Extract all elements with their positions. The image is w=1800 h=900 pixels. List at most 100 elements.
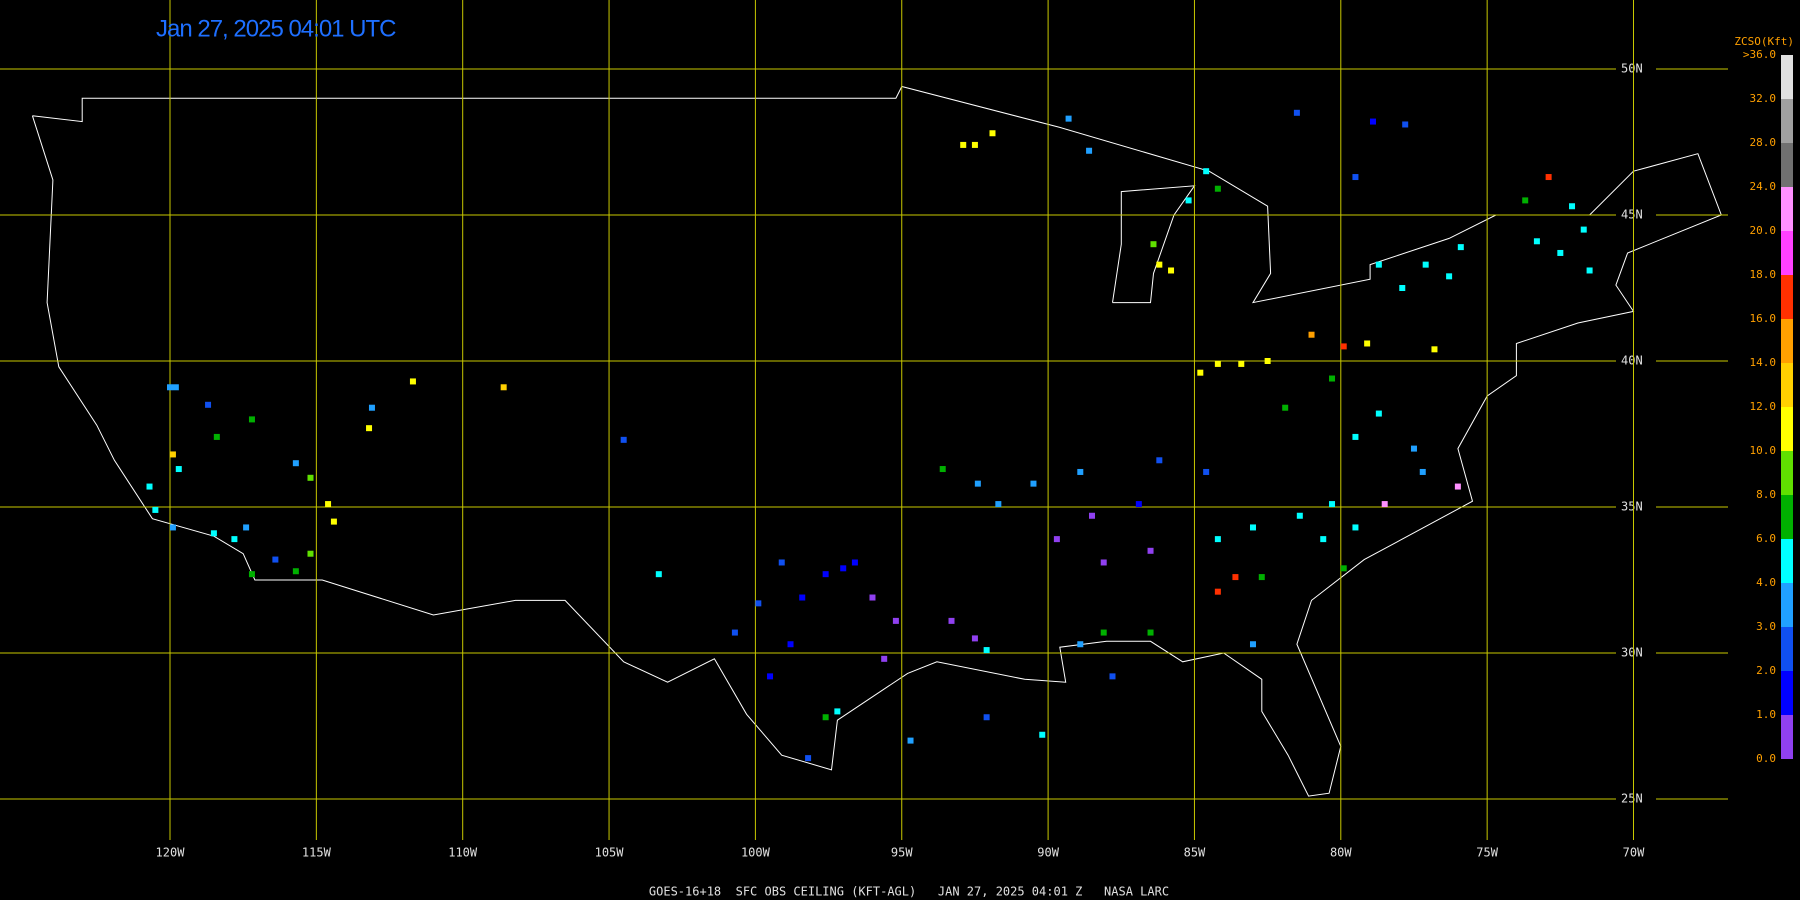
colorbar-label: 16.0	[1750, 312, 1777, 325]
colorbar-label: 14.0	[1750, 356, 1777, 369]
station	[767, 673, 774, 680]
station	[869, 594, 876, 601]
station	[1569, 203, 1576, 210]
station	[248, 571, 255, 578]
station	[1258, 574, 1265, 581]
station	[1238, 360, 1245, 367]
station	[881, 655, 888, 662]
station	[1100, 629, 1107, 636]
colorbar-segment	[1781, 715, 1793, 759]
station	[822, 571, 829, 578]
colorbar-segment	[1781, 583, 1793, 627]
station	[1586, 267, 1593, 274]
station	[1156, 261, 1163, 268]
colorbar-segment	[1781, 231, 1793, 275]
station	[983, 647, 990, 654]
colorbar-label: 24.0	[1750, 180, 1777, 193]
station	[1329, 375, 1336, 382]
station	[213, 433, 220, 440]
station	[1039, 731, 1046, 738]
station	[1147, 547, 1154, 554]
colorbar-label: 0.0	[1756, 752, 1776, 765]
graticule: 50N 45N 40N 35N 30N 25N 120W 115W 110W 105W 100W 95…	[0, 0, 1728, 860]
footer: GOES-16+18 SFC OBS CEILING (KFT-AGL) JAN…	[649, 885, 1169, 899]
station	[1457, 244, 1464, 251]
station	[1109, 673, 1116, 680]
lon-label: 75W	[1476, 846, 1498, 860]
station	[1381, 501, 1388, 508]
station	[907, 737, 914, 744]
station	[1340, 343, 1347, 350]
station	[1340, 565, 1347, 572]
lat-label: 35N	[1621, 500, 1643, 514]
lat-label: 50N	[1621, 62, 1643, 76]
station	[1197, 369, 1204, 376]
label-backdrop	[1616, 499, 1656, 515]
station	[1147, 629, 1154, 636]
station	[1077, 468, 1084, 475]
colorbar-segment	[1781, 671, 1793, 715]
colorbar-label: 10.0	[1750, 444, 1777, 457]
station	[1364, 340, 1371, 347]
colorbar-segment	[1781, 143, 1793, 187]
colorbar-segment	[1781, 275, 1793, 319]
station	[368, 404, 375, 411]
colorbar-label: 18.0	[1750, 268, 1777, 281]
lon-label: 80W	[1330, 846, 1352, 860]
station	[1077, 641, 1084, 648]
station	[1419, 468, 1426, 475]
station	[939, 466, 946, 473]
station	[1214, 360, 1221, 367]
station	[1168, 267, 1175, 274]
station	[1150, 241, 1157, 248]
station	[500, 384, 507, 391]
station	[840, 565, 847, 572]
station	[892, 617, 899, 624]
station	[1545, 174, 1552, 181]
station	[1249, 641, 1256, 648]
station	[307, 550, 314, 557]
station	[755, 600, 762, 607]
station	[1135, 501, 1142, 508]
colorbar-label: 6.0	[1756, 532, 1776, 545]
colorbar-segment	[1781, 55, 1793, 99]
station	[1375, 410, 1382, 417]
colorbar-label: >36.0	[1743, 48, 1776, 61]
station	[330, 518, 337, 525]
station	[146, 483, 153, 490]
station	[1282, 404, 1289, 411]
lon-label: 120W	[156, 846, 186, 860]
station	[983, 714, 990, 721]
station	[243, 524, 250, 531]
station	[620, 436, 627, 443]
colorbar-segment	[1781, 363, 1793, 407]
station	[409, 378, 416, 385]
station	[1156, 457, 1163, 464]
station	[1431, 346, 1438, 353]
station	[1352, 174, 1359, 181]
station	[655, 571, 662, 578]
station	[1214, 185, 1221, 192]
station	[169, 524, 176, 531]
colorbar-label: 1.0	[1756, 708, 1776, 721]
station	[799, 594, 806, 601]
station	[1369, 118, 1376, 125]
station	[210, 530, 217, 537]
colorbar-segment	[1781, 407, 1793, 451]
lat-label: 30N	[1621, 646, 1643, 660]
station	[205, 401, 212, 408]
station	[971, 635, 978, 642]
station	[787, 641, 794, 648]
station	[167, 384, 173, 391]
station	[1214, 588, 1221, 595]
station	[995, 501, 1002, 508]
station	[971, 141, 978, 148]
station	[325, 501, 332, 508]
colorbar-label: 28.0	[1750, 136, 1777, 149]
station	[1446, 273, 1453, 280]
station	[1580, 226, 1587, 233]
lake-outline	[1112, 185, 1196, 304]
colorbar-label: 12.0	[1750, 400, 1777, 413]
lon-label: 95W	[891, 846, 913, 860]
